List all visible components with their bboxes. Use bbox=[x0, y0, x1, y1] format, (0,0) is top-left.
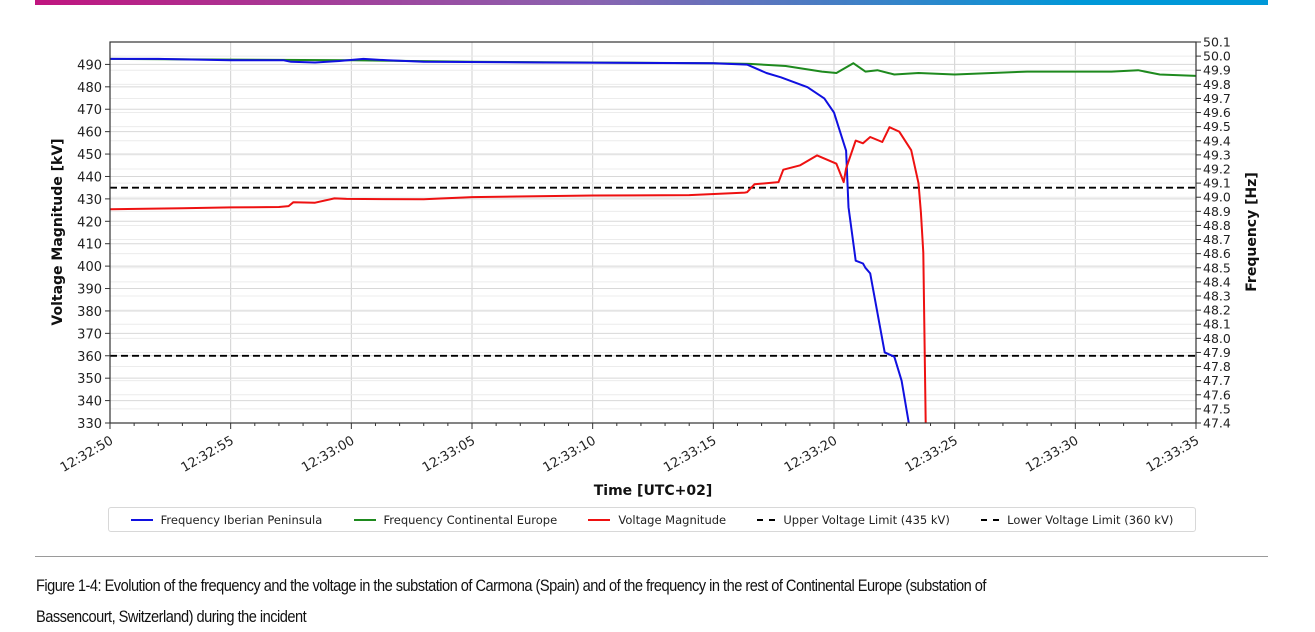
y-left-tick-label: 490 bbox=[77, 58, 102, 73]
legend-swatch bbox=[588, 518, 611, 521]
y-right-tick-label: 48.9 bbox=[1203, 204, 1231, 219]
y-left-tick-label: 360 bbox=[77, 350, 102, 365]
series-voltage-magnitude bbox=[110, 126, 927, 423]
y-right-tick-label: 48.2 bbox=[1203, 303, 1231, 318]
y-left-tick-label: 370 bbox=[77, 327, 102, 342]
caption-divider bbox=[35, 556, 1268, 557]
y-right-tick-label: 47.7 bbox=[1203, 373, 1231, 388]
y-left-tick-label: 380 bbox=[77, 305, 102, 320]
grid bbox=[109, 41, 1197, 424]
y-left-tick-label: 420 bbox=[77, 215, 102, 230]
y-right-tick-label: 49.5 bbox=[1203, 119, 1231, 134]
y-left-tick-label: 470 bbox=[77, 103, 102, 118]
series-layer bbox=[110, 57, 1196, 423]
y-right-tick-label: 48.4 bbox=[1203, 274, 1231, 289]
y-left-tick-label: 440 bbox=[77, 170, 102, 185]
x-tick-label: 12:33:10 bbox=[541, 433, 599, 475]
y-right-tick-label: 49.2 bbox=[1203, 162, 1231, 177]
x-tick-label: 12:33:30 bbox=[1023, 433, 1081, 475]
plot-frame bbox=[109, 41, 1197, 424]
y-left-tick-label: 390 bbox=[77, 283, 102, 298]
y-right-tick-label: 48.3 bbox=[1203, 289, 1231, 304]
y-left-tick-label: 430 bbox=[77, 193, 102, 208]
y-right-tick-label: 48.1 bbox=[1203, 317, 1231, 332]
x-tick-label: 12:33:20 bbox=[782, 433, 840, 475]
y-right-tick-label: 49.3 bbox=[1203, 147, 1231, 162]
y-right-tick-label: 47.5 bbox=[1203, 401, 1231, 416]
axes: 12:32:50 12:32:55 12:33:00 12:33:05 12:33:10… bbox=[58, 35, 1231, 476]
legend-label: Lower Voltage Limit (360 kV) bbox=[1007, 512, 1174, 527]
legend-label: Frequency Continental Europe bbox=[383, 512, 558, 527]
frequency-voltage-chart: 12:32:50 12:32:55 12:33:00 12:33:05 12:33:10… bbox=[50, 35, 1260, 500]
series-frequency-continental-europe bbox=[110, 57, 1196, 77]
x-tick-label: 12:33:35 bbox=[1144, 433, 1202, 475]
x-tick-label: 12:33:25 bbox=[903, 433, 961, 475]
y-left-tick-label: 340 bbox=[77, 395, 102, 410]
legend-item-continental: Frequency Continental Europe bbox=[353, 512, 558, 527]
legend-label: Voltage Magnitude bbox=[618, 512, 727, 527]
legend-label: Frequency Iberian Peninsula bbox=[160, 512, 323, 527]
y-left-tick-label: 460 bbox=[77, 126, 102, 141]
legend-swatch bbox=[353, 518, 376, 521]
caption-line-2: Bassencourt, Switzerland) during the inc… bbox=[36, 607, 307, 626]
y-right-tick-label: 47.6 bbox=[1203, 387, 1231, 402]
y-right-tick-label: 49.1 bbox=[1203, 176, 1231, 191]
x-axis-label: Time [UTC+02] bbox=[594, 483, 713, 499]
legend-swatch bbox=[981, 518, 1000, 521]
x-tick-label: 12:33:00 bbox=[299, 433, 357, 475]
y-left-tick-label: 450 bbox=[77, 148, 102, 163]
y-right-tick-label: 50.0 bbox=[1203, 49, 1231, 64]
y-right-tick-label: 47.4 bbox=[1203, 416, 1231, 431]
x-tick-label: 12:32:55 bbox=[179, 433, 237, 475]
x-tick-label: 12:33:15 bbox=[661, 433, 719, 475]
y-right-tick-label: 49.8 bbox=[1203, 77, 1231, 92]
legend-label: Upper Voltage Limit (435 kV) bbox=[783, 512, 950, 527]
y-left-tick-label: 350 bbox=[77, 372, 102, 387]
x-tick-label: 12:33:05 bbox=[420, 433, 478, 475]
legend-item-voltage: Voltage Magnitude bbox=[588, 513, 726, 527]
y-axis-left-label: Voltage Magnitude [kV] bbox=[50, 138, 66, 325]
figure-caption: Figure 1-4: Evolution of the frequency a… bbox=[36, 570, 1257, 632]
series-frequency-iberian-peninsula bbox=[110, 57, 910, 423]
y-right-tick-label: 48.0 bbox=[1203, 331, 1231, 346]
legend-item-upper-limit: Upper Voltage Limit (435 kV) bbox=[757, 513, 950, 527]
y-right-tick-label: 50.1 bbox=[1203, 35, 1231, 50]
y-right-tick-label: 49.9 bbox=[1203, 63, 1231, 78]
y-left-tick-label: 400 bbox=[77, 260, 102, 275]
y-right-tick-label: 48.7 bbox=[1203, 232, 1231, 247]
y-right-tick-label: 47.8 bbox=[1203, 359, 1231, 374]
legend: Frequency Iberian Peninsula Frequency Co… bbox=[108, 507, 1196, 532]
caption-line-1: Figure 1-4: Evolution of the frequency a… bbox=[36, 576, 986, 595]
y-right-tick-label: 49.6 bbox=[1203, 105, 1231, 120]
header-gradient-bar bbox=[35, 0, 1268, 5]
y-axis-right-label: Frequency [Hz] bbox=[1244, 172, 1260, 291]
y-right-tick-label: 49.4 bbox=[1203, 133, 1231, 148]
y-right-tick-label: 48.8 bbox=[1203, 218, 1231, 233]
y-right-tick-label: 49.7 bbox=[1203, 91, 1231, 106]
y-left-tick-label: 410 bbox=[77, 238, 102, 253]
y-left-tick-label: 330 bbox=[77, 417, 102, 432]
y-right-tick-label: 48.6 bbox=[1203, 246, 1231, 261]
legend-swatch bbox=[130, 518, 153, 521]
y-right-tick-label: 49.0 bbox=[1203, 190, 1231, 205]
legend-item-lower-limit: Lower Voltage Limit (360 kV) bbox=[981, 513, 1173, 527]
legend-item-iberian: Frequency Iberian Peninsula bbox=[130, 512, 323, 527]
x-tick-label: 12:32:50 bbox=[58, 433, 116, 475]
y-right-tick-label: 48.5 bbox=[1203, 260, 1231, 275]
legend-swatch bbox=[757, 518, 776, 521]
y-left-tick-label: 480 bbox=[77, 81, 102, 96]
y-right-tick-label: 47.9 bbox=[1203, 345, 1231, 360]
